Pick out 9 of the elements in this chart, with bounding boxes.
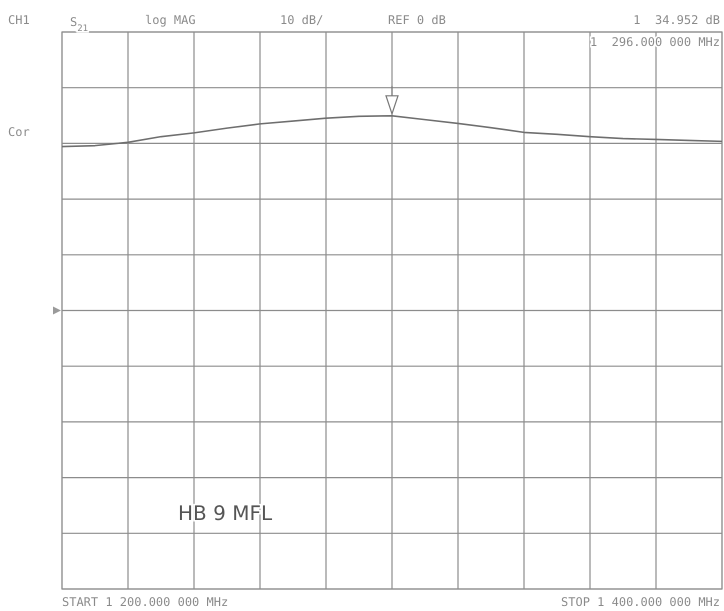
text: Cor — [8, 125, 30, 139]
text: 1 34.952 dB — [633, 13, 720, 27]
text: log MAG — [145, 13, 196, 27]
text: START 1 200.000 000 MHz — [62, 595, 228, 609]
text: REF 0 dB — [388, 13, 446, 27]
text: STOP 1 400.000 000 MHz — [561, 595, 720, 609]
text: S$_{21}$ — [70, 15, 88, 34]
text: 10 dB/ — [280, 13, 324, 27]
text: CH1 — [8, 13, 30, 27]
